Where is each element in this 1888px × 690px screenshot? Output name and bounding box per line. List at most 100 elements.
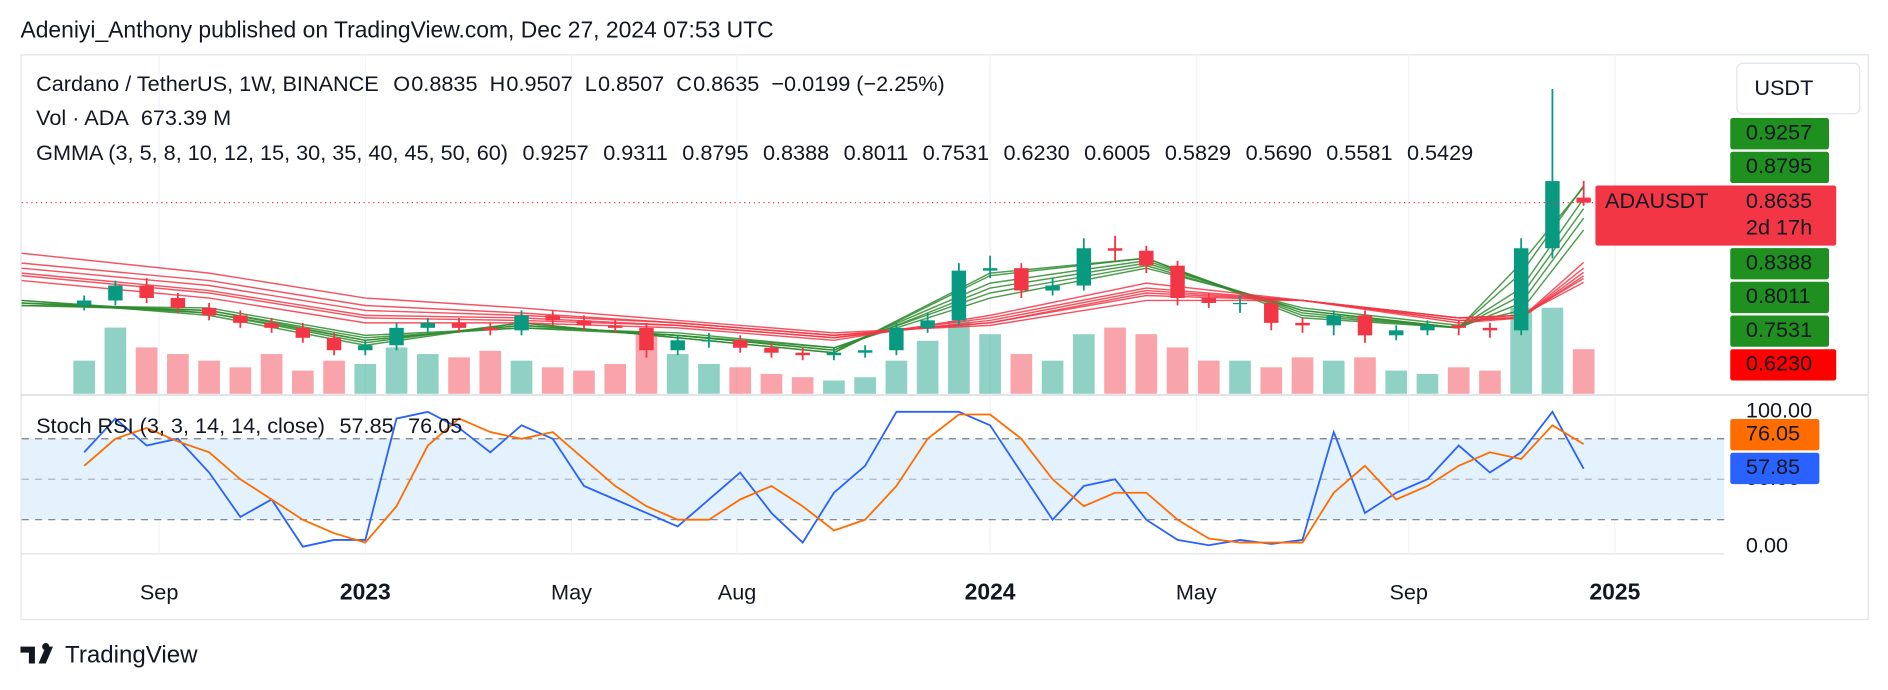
candle-body <box>233 315 248 323</box>
candle-body <box>857 350 873 353</box>
ohlc-value: 0.8635 <box>693 71 759 96</box>
gmma-value: 0.5429 <box>1407 140 1473 165</box>
gmma-value: 0.5829 <box>1165 140 1231 165</box>
volume-bar <box>698 363 720 394</box>
x-tick-label: 2024 <box>965 579 1016 605</box>
candle-body <box>889 327 904 351</box>
candle-body <box>701 340 717 342</box>
x-tick-label: 2023 <box>340 579 391 605</box>
candle-body <box>514 315 529 331</box>
candle-body <box>1014 268 1029 291</box>
volume-bar <box>448 357 470 394</box>
gmma-line <box>21 185 1585 354</box>
candle-body <box>1326 315 1341 326</box>
volume-bar <box>385 347 408 394</box>
candle-body <box>639 327 654 351</box>
volume-bar <box>416 354 439 394</box>
candle-body <box>1513 248 1529 331</box>
gmma-badge: 0.8011 <box>1746 283 1811 308</box>
gmma-value: 0.8011 <box>844 140 909 165</box>
candle-body <box>1170 265 1185 298</box>
x-tick-label: May <box>1176 579 1217 604</box>
volume-bar <box>1541 307 1564 394</box>
gmma-badge: 0.9257 <box>1746 119 1812 144</box>
candle-body <box>951 270 967 321</box>
volume-bar <box>198 360 220 394</box>
candle-body <box>1264 302 1279 323</box>
volume-bar <box>948 320 970 394</box>
y-tick-label: 0.00 <box>1746 532 1788 557</box>
volume-value: 673.39 M <box>141 105 231 130</box>
volume-bar <box>760 373 783 394</box>
volume-bar <box>541 367 564 394</box>
volume-bar <box>1354 357 1376 394</box>
gmma-badge: 0.8795 <box>1746 153 1812 178</box>
x-tick-label: Sep <box>1389 579 1428 604</box>
volume-bar <box>1104 327 1126 394</box>
volume-bar <box>1260 367 1283 394</box>
candle-body <box>1576 197 1591 203</box>
gmma-badge: 0.6230 <box>1746 351 1812 376</box>
change-label: −0.0199 (−2.25%) <box>771 71 944 96</box>
volume-bar <box>135 347 158 394</box>
ohlc-key: O <box>393 71 410 96</box>
ohlc-value: 0.8835 <box>411 71 477 96</box>
candle-body <box>1545 181 1560 249</box>
candle-body <box>608 325 623 328</box>
candle-body <box>1201 297 1217 303</box>
chart-frame <box>20 54 1869 621</box>
publish-info: Adeniyi_Anthony published on TradingView… <box>20 16 773 42</box>
volume-bar <box>260 354 283 394</box>
volume-bar <box>916 340 939 394</box>
candle-body <box>170 297 186 308</box>
candle-body <box>1232 302 1248 305</box>
candle-body <box>1045 285 1060 291</box>
candle-body <box>420 322 436 328</box>
gmma-badge-bg <box>1730 118 1829 150</box>
stoch-badge-bg <box>1730 452 1820 485</box>
volume-bar <box>1135 334 1158 394</box>
candle-body <box>576 320 592 326</box>
volume-bar <box>1072 334 1095 394</box>
stoch-value: 76.05 <box>408 413 462 438</box>
volume-bar <box>1166 347 1189 394</box>
candle-body <box>264 322 279 328</box>
volume-bar <box>1197 360 1220 394</box>
candle-body <box>139 285 154 298</box>
candle-body <box>670 340 685 351</box>
candle-body <box>732 340 748 348</box>
x-tick-label: May <box>551 579 592 604</box>
candle-body <box>1107 248 1123 251</box>
gmma-value: 0.9311 <box>603 140 668 165</box>
gmma-value: 0.5581 <box>1326 140 1392 165</box>
currency-button[interactable] <box>1736 62 1861 115</box>
gmma-badge-bg <box>1730 315 1829 347</box>
candle-body <box>451 322 467 328</box>
candle-body <box>1420 325 1435 331</box>
gmma-value: 0.8388 <box>763 140 829 165</box>
volume-bar <box>479 350 502 394</box>
candle-body <box>108 285 123 301</box>
candle-body <box>545 315 560 321</box>
ohlc-key: L <box>585 71 597 96</box>
volume-bar <box>979 334 1001 394</box>
volume-bar <box>666 354 689 394</box>
candle-body <box>1139 250 1154 266</box>
gmma-value: 0.6230 <box>1003 140 1069 165</box>
countdown-badge: 2d 17h <box>1746 215 1812 240</box>
volume-bar <box>1010 354 1033 394</box>
volume-title: Vol · ADA <box>36 105 129 130</box>
ohlc-value: 0.8507 <box>598 71 664 96</box>
ohlc-value: 0.9507 <box>506 71 572 96</box>
candle-body <box>1451 325 1466 328</box>
volume-bar <box>1479 370 1501 394</box>
x-tick-label: Aug <box>718 579 757 604</box>
candle-body <box>1357 315 1373 336</box>
volume-bar <box>573 370 595 394</box>
gmma-title: GMMA (3, 5, 8, 10, 12, 15, 30, 35, 40, 4… <box>36 140 508 165</box>
volume-bar <box>1416 373 1439 394</box>
stoch-title: Stoch RSI (3, 3, 14, 14, close) <box>36 413 325 438</box>
gmma-line <box>21 217 1585 349</box>
